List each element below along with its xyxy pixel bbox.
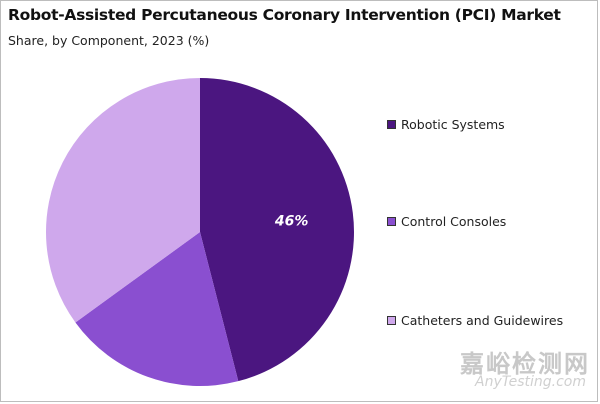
pie-slice-2 [75, 232, 239, 387]
legend-swatch [387, 316, 396, 325]
watermark-cn: 嘉峪检测网 [460, 350, 590, 378]
legend-item-3: Catheters and Guidewires [387, 313, 563, 328]
watermark-en: AnyTesting.com [475, 374, 586, 390]
legend-item-1: Robotic Systems [387, 117, 505, 132]
legend-swatch [387, 120, 396, 129]
legend-label: Robotic Systems [401, 117, 505, 132]
chart-title: Robot-Assisted Percutaneous Coronary Int… [8, 6, 561, 24]
chart-subtitle: Share, by Component, 2023 (%) [8, 33, 210, 48]
legend-swatch [387, 217, 396, 226]
pie-slice-3 [46, 78, 200, 323]
legend-item-2: Control Consoles [387, 214, 506, 229]
pie-slice-1 [200, 78, 354, 382]
legend-label: Catheters and Guidewires [401, 313, 564, 328]
legend-label: Control Consoles [401, 214, 507, 229]
data-label-1: 46% [274, 213, 309, 229]
